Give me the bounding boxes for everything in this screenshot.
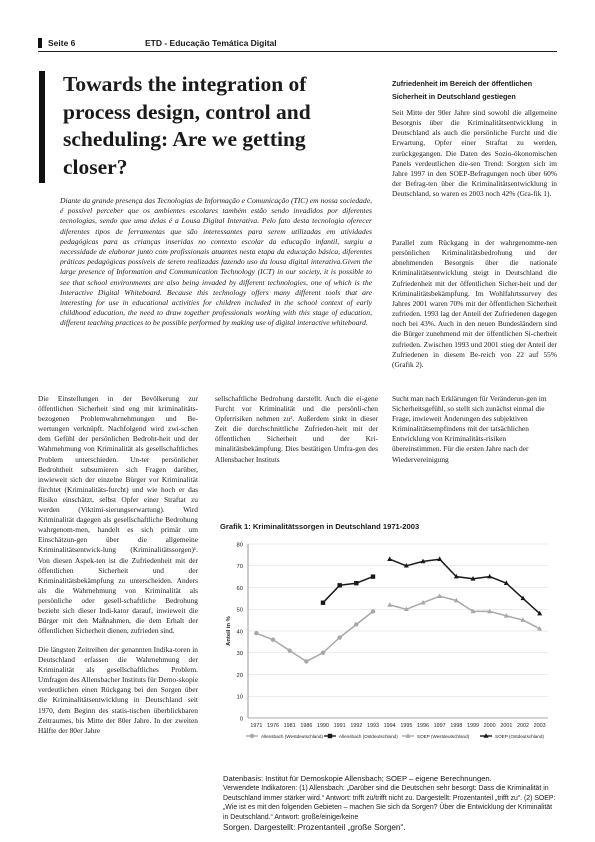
data-point <box>370 609 376 614</box>
series-line-1 <box>322 575 374 604</box>
y-tick-label: 50 <box>237 608 243 614</box>
body-column-1-para-2: Die längsten Zeitreihen der genannten In… <box>38 645 198 735</box>
data-point <box>403 562 409 568</box>
header-mark <box>38 38 42 48</box>
legend-entry: Allensbach (Ostdeutschland) <box>339 734 398 739</box>
data-point <box>537 626 543 631</box>
x-tick-label: 1994 <box>384 723 396 729</box>
right-paragraph-1: Seit Mitte der 90er Jahre sind sowohl di… <box>392 108 557 199</box>
data-point <box>337 635 342 640</box>
y-tick-label: 60 <box>237 586 243 592</box>
data-point <box>487 573 493 579</box>
data-point <box>337 583 342 588</box>
legend-swatch-marker <box>249 733 255 739</box>
y-tick-label: 70 <box>237 564 243 570</box>
series-line-0 <box>256 610 374 663</box>
x-tick-label: 1993 <box>367 723 379 729</box>
x-tick-label: 1971 <box>250 723 262 729</box>
title-bar <box>39 71 45 183</box>
x-tick-label: 1996 <box>417 723 429 729</box>
data-point <box>520 617 526 622</box>
page-number: Seite 6 <box>48 38 76 48</box>
data-point <box>470 576 476 581</box>
y-tick-label: 40 <box>237 629 243 635</box>
y-tick-label: 80 <box>237 542 243 548</box>
body-column-3: Sucht man nach Erklärungen für Veränderu… <box>392 394 547 464</box>
source-line-1: Datenbasis: Institut für Demoskopie Alle… <box>223 774 492 783</box>
header-rule <box>38 51 557 52</box>
x-tick-label: 2001 <box>500 723 512 729</box>
legend-swatch-marker <box>483 733 489 738</box>
data-point <box>487 608 493 614</box>
data-point <box>387 602 393 607</box>
x-tick-label: 2002 <box>517 723 529 729</box>
y-tick-label: 10 <box>237 695 243 701</box>
y-tick-label: 20 <box>237 673 243 679</box>
data-point <box>354 580 359 586</box>
data-point <box>453 573 459 579</box>
x-tick-label: 1981 <box>284 723 296 729</box>
legend-entry: SOEP (Westdeutschland) <box>417 734 470 739</box>
data-point <box>304 659 309 664</box>
section-heading: Zufriedenheit im Bereich der öffentliche… <box>392 79 533 101</box>
x-tick-label: 2003 <box>534 723 546 729</box>
data-point <box>537 610 543 616</box>
data-point <box>470 608 476 614</box>
magazine-name: ETD - Educação Temática Digital <box>145 38 277 48</box>
x-tick-label: 1999 <box>467 723 479 729</box>
data-point <box>503 580 509 585</box>
source-line-2: Verwendete Indikatoren: (1) Allensbach: … <box>223 785 556 821</box>
series-line-3 <box>389 558 541 615</box>
data-point <box>420 558 426 564</box>
source-line-3: Sorgen. Dargestellt: Prozentanteil „groß… <box>223 822 406 832</box>
data-point <box>387 556 393 562</box>
data-point <box>437 556 443 562</box>
line-chart: 0 10 20 30 40 50 60 70 80 Anteil in % 1971 1976 1981… <box>226 542 548 739</box>
data-point <box>520 595 526 601</box>
x-tick-label: 2000 <box>484 723 496 729</box>
data-point <box>320 600 326 605</box>
body-column-2: sellschaftliche Bedrohung darstellt. Auc… <box>215 394 378 464</box>
legend-swatch-marker <box>405 733 411 738</box>
data-point <box>453 597 459 603</box>
x-tick-label: 1995 <box>400 723 412 729</box>
y-tick-label: 30 <box>237 651 243 657</box>
data-point <box>354 622 359 627</box>
legend-entry: Allensbach (Westdeutschland) <box>261 734 323 739</box>
data-point <box>437 593 443 598</box>
data-point <box>270 637 276 642</box>
x-tick-label: 1990 <box>317 723 329 729</box>
data-point <box>320 650 326 655</box>
x-tick-label: 1976 <box>267 723 279 729</box>
data-point <box>403 606 409 612</box>
data-point <box>420 599 426 605</box>
x-tick-label: 1992 <box>350 723 362 729</box>
series-line-2 <box>389 595 541 630</box>
data-point <box>254 630 259 636</box>
chart-title: Grafik 1: Kriminalitätssorgen in Deutsch… <box>220 522 420 531</box>
body-column-1-para-1: Die Einstellungen in der Bevölkerung zur… <box>38 394 198 636</box>
x-tick-label: 1997 <box>434 723 446 729</box>
y-axis-label: Anteil in % <box>226 616 232 646</box>
chart-source: Datenbasis: Institut für Demoskopie Alle… <box>223 774 557 833</box>
data-point <box>503 612 509 618</box>
legend-swatch-marker <box>327 733 333 739</box>
data-point <box>287 648 292 653</box>
x-tick-label: 1986 <box>300 723 312 729</box>
legend-entry: SOEP (Ostdeutschland) <box>495 734 544 739</box>
article-title: Towards the integration of process desig… <box>63 72 311 179</box>
x-tick-label: 1998 <box>450 723 462 729</box>
y-tick-label: 0 <box>240 716 243 722</box>
x-tick-label: 1991 <box>334 723 346 729</box>
right-paragraph-2: Parallel zum Rückgang in der wahrgenomme… <box>392 238 557 369</box>
data-point <box>370 574 376 579</box>
abstract: Diante da grande presença das Tecnologia… <box>60 196 373 328</box>
